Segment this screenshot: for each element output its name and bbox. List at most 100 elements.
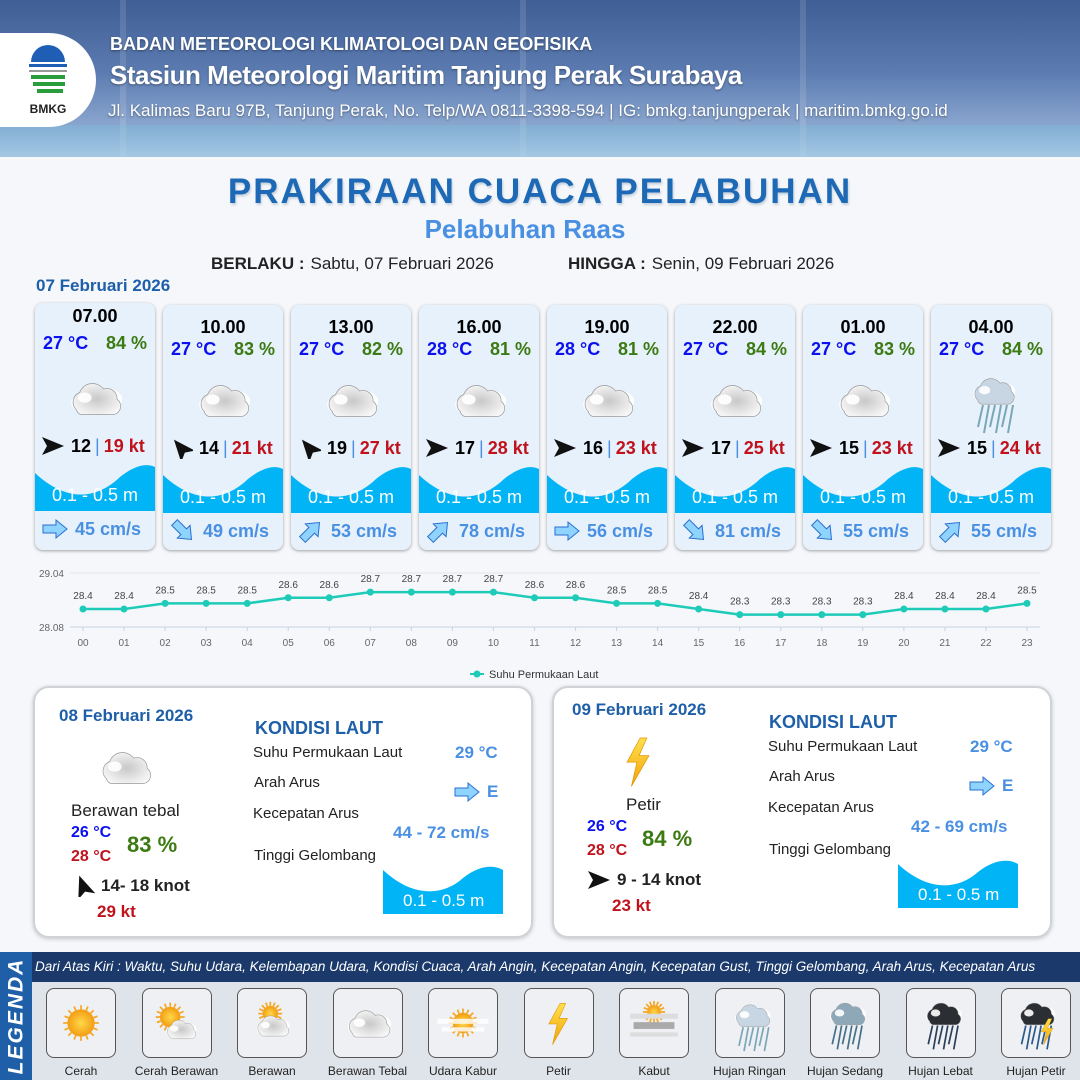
data-label: 28.5	[196, 585, 216, 596]
x-tick-label: 01	[118, 638, 130, 649]
current-direction-icon	[42, 518, 68, 540]
legend-description: Dari Atas Kiri : Waktu, Suhu Udara, Kele…	[32, 952, 1080, 982]
data-point[interactable]	[161, 599, 169, 607]
data-point[interactable]	[448, 588, 456, 596]
data-point[interactable]	[1023, 599, 1031, 607]
data-point[interactable]	[859, 611, 867, 619]
x-tick-label: 21	[939, 638, 951, 649]
page-title: PRAKIRAAN CUACA PELABUHAN	[227, 172, 853, 211]
legend-icon-box	[619, 988, 689, 1058]
panel-date: 09 Februari 2026	[572, 700, 707, 719]
data-label: 28.3	[812, 597, 832, 608]
data-label: 28.4	[73, 591, 93, 602]
current-speed: 56 cm/s	[587, 520, 654, 541]
data-point[interactable]	[941, 605, 949, 613]
current-dir-value: E	[968, 774, 1013, 798]
legend-label: Hujan Petir	[1006, 1064, 1066, 1078]
data-point[interactable]	[202, 599, 210, 607]
petir-icon	[626, 737, 650, 787]
wind-direction-icon	[173, 439, 193, 459]
x-tick-label: 16	[734, 638, 746, 649]
berawan-tebal-icon	[839, 385, 891, 417]
air-temperature: 27 °C	[43, 333, 89, 353]
data-label: 28.6	[320, 580, 340, 591]
data-point[interactable]	[572, 594, 580, 602]
forecast-card: 10.00 27 °C 83 % 14 | 21 kt 0.1 - 0.5 m 49…	[163, 305, 283, 550]
wind-info: 17 | 28 kt	[425, 437, 535, 459]
legend-label: Hujan Lebat	[908, 1064, 973, 1078]
legend-label: Hujan Sedang	[806, 1064, 884, 1078]
data-point[interactable]	[79, 605, 87, 613]
x-tick-label: 06	[324, 638, 336, 649]
data-point[interactable]	[736, 611, 744, 619]
data-label: 28.3	[771, 597, 791, 608]
weather-icon-wrap	[567, 365, 647, 435]
data-point[interactable]	[325, 594, 333, 602]
data-point[interactable]	[120, 605, 128, 613]
wave-graphic	[291, 467, 411, 513]
data-point[interactable]	[243, 599, 251, 607]
legend-label: Udara Kabur	[428, 1064, 498, 1078]
current-info: 81 cm/s	[681, 519, 781, 543]
wind-direction-icon	[42, 437, 64, 455]
wind-speed: 12	[71, 435, 92, 456]
x-tick-label: 15	[693, 638, 705, 649]
data-point[interactable]	[818, 611, 826, 619]
forecast-time: 10.00	[200, 317, 246, 337]
data-point[interactable]	[654, 599, 662, 607]
legend-label[interactable]: Suhu Permukaan Laut	[489, 669, 598, 681]
gust-speed: 28 kt	[487, 437, 529, 458]
data-point[interactable]	[489, 588, 497, 596]
current-direction-icon	[810, 519, 833, 541]
wind-info: 9 - 14 knot	[587, 869, 701, 891]
data-point[interactable]	[900, 605, 908, 613]
humidity: 81 %	[617, 339, 659, 359]
berawan-tebal-icon	[101, 752, 153, 784]
current-dir-label: Arah Arus	[769, 768, 835, 785]
data-label: 28.6	[525, 580, 545, 591]
forecast-time: 07.00	[72, 306, 118, 326]
wave-graphic	[419, 467, 539, 513]
forecast-time: 19.00	[584, 317, 630, 337]
data-point[interactable]	[366, 588, 374, 596]
current-info: 55 cm/s	[937, 519, 1037, 543]
wave-graphic	[35, 465, 155, 511]
data-label: 28.7	[361, 574, 381, 585]
wind-info: 12 | 19 kt	[41, 435, 151, 457]
cerah-icon	[63, 1005, 99, 1041]
data-label: 28.5	[648, 585, 668, 596]
current-speed-value: 44 - 72 cm/s	[393, 823, 490, 842]
sst-label: Suhu Permukaan Laut	[768, 738, 918, 755]
x-tick-label: 04	[242, 638, 254, 649]
data-point[interactable]	[407, 588, 415, 596]
air-temperature: 28 °C	[555, 339, 601, 359]
daily-forecast-panel: 08 Februari 2026 Berawan tebal 26 °C 28 …	[33, 686, 533, 938]
legend-icon-box	[810, 988, 880, 1058]
gust-speed: 23 kt	[871, 437, 913, 458]
x-tick-label: 12	[570, 638, 582, 649]
wave-graphic	[931, 467, 1051, 513]
forecast-card: 04.00 27 °C 84 % 15 | 24 kt 0.1 - 0.5 m 55…	[931, 305, 1051, 550]
current-direction-icon	[170, 519, 193, 541]
data-point[interactable]	[613, 599, 621, 607]
data-point[interactable]	[777, 611, 785, 619]
wave-height: 0.1 - 0.5 m	[51, 485, 139, 505]
data-point[interactable]	[982, 605, 990, 613]
wave-graphic	[675, 467, 795, 513]
bmkg-logo: BMKG	[0, 33, 96, 127]
data-label: 28.5	[237, 585, 257, 596]
wind-speed: 17	[711, 437, 732, 458]
wind-info: 15 | 24 kt	[937, 437, 1047, 459]
data-point[interactable]	[530, 594, 538, 602]
legend-label: Cerah Berawan	[134, 1064, 219, 1078]
x-tick-label: 08	[406, 638, 418, 649]
data-point[interactable]	[284, 594, 292, 602]
sst-label: Suhu Permukaan Laut	[253, 744, 403, 761]
logo-text: BMKG	[29, 102, 67, 116]
current-direction-icon	[426, 521, 449, 543]
gust-speed: 29 kt	[97, 902, 136, 921]
valid-to-label: HINGGA :	[568, 254, 646, 273]
legend-marker-dot	[473, 670, 481, 678]
separator: |	[991, 437, 996, 458]
data-point[interactable]	[695, 605, 703, 613]
